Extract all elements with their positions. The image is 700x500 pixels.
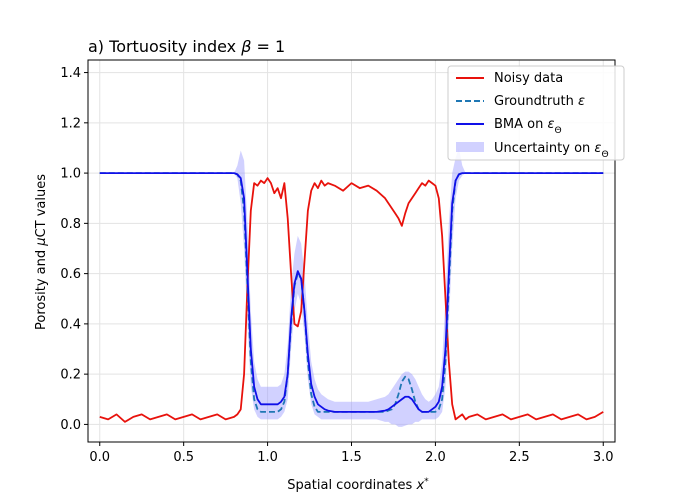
- legend-label-uncertainty: Uncertainty on εΘ: [494, 141, 609, 160]
- series-line-bma-on: [99, 172, 604, 413]
- legend-label-groundtruth: Groundtruth ε: [494, 94, 585, 109]
- legend: Noisy data Groundtruth ε BMA on εΘ Uncer…: [447, 65, 625, 161]
- y-tick-label: 0.4: [60, 317, 81, 332]
- x-tick-label: 0.0: [89, 450, 110, 465]
- x-tick-label: 3.0: [593, 450, 614, 465]
- x-tick-label: 2.5: [509, 450, 530, 465]
- y-axis-label: Porosity and μCT values: [34, 174, 49, 330]
- x-tick-label: 1.0: [257, 450, 278, 465]
- x-axis-label: Spatial coordinates x*: [287, 477, 429, 493]
- x-axis: 0.0 0.5 1.0 1.5 2.0 2.5 3.0: [89, 442, 614, 465]
- y-tick-label: 1.2: [60, 116, 81, 131]
- y-tick-label: 0.8: [60, 217, 81, 232]
- y-tick-label: 1.4: [60, 66, 81, 81]
- legend-box: [447, 65, 625, 161]
- x-tick-label: 2.0: [425, 450, 446, 465]
- chart-title: a) Tortuosity index β = 1: [88, 37, 285, 56]
- x-tick-label: 1.5: [341, 450, 362, 465]
- y-tick-label: 0.2: [60, 368, 81, 383]
- legend-label-bma: BMA on εΘ: [494, 117, 562, 136]
- series-line-noisy-data: [99, 177, 604, 423]
- legend-label-noisy-data: Noisy data: [494, 71, 563, 86]
- y-axis: 0.0 0.2 0.4 0.6 0.8 1.0 1.2 1.4: [60, 66, 88, 433]
- grid: [88, 60, 615, 442]
- y-tick-label: 0.6: [60, 267, 81, 282]
- y-tick-label: 0.0: [60, 418, 81, 433]
- x-tick-label: 0.5: [173, 450, 194, 465]
- y-tick-label: 1.0: [60, 167, 81, 182]
- legend-swatch-uncertainty: [456, 142, 484, 152]
- series-layer: [99, 172, 604, 423]
